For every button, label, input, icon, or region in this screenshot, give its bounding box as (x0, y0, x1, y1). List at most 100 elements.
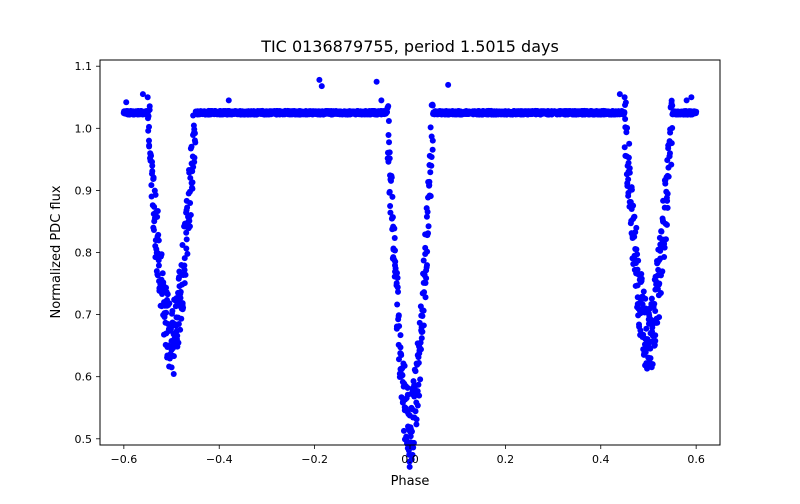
data-point (146, 103, 153, 110)
data-point (622, 116, 629, 122)
data-point (669, 102, 676, 109)
data-point (415, 359, 422, 366)
data-point (412, 408, 419, 415)
data-point (643, 325, 650, 332)
data-point (664, 190, 671, 197)
data-point (658, 268, 665, 275)
data-point (647, 355, 654, 362)
data-point (417, 346, 424, 353)
data-point (424, 248, 431, 255)
data-point-outlier (683, 97, 690, 104)
data-point (186, 223, 193, 230)
data-point (159, 290, 166, 297)
data-point (419, 313, 426, 320)
data-point (621, 109, 628, 116)
data-point (407, 433, 414, 440)
data-point-outlier (688, 94, 695, 101)
data-point (404, 384, 411, 391)
data-point (174, 332, 181, 339)
data-point (154, 272, 161, 279)
data-point (155, 237, 162, 244)
data-point (386, 155, 393, 162)
data-point (422, 280, 429, 287)
data-point (146, 123, 152, 130)
data-point (191, 130, 198, 137)
data-point (623, 125, 630, 131)
data-point (665, 173, 672, 180)
data-point (626, 165, 633, 172)
data-point (649, 361, 656, 368)
data-point (414, 402, 421, 409)
data-point (651, 300, 658, 307)
data-point (662, 236, 669, 243)
data-point (652, 308, 659, 315)
data-point (187, 200, 194, 207)
data-point (668, 140, 675, 147)
data-point (421, 289, 428, 296)
y-axis-label: Normalized PDC flux (49, 185, 64, 318)
data-point-outlier (616, 91, 623, 98)
data-point (190, 164, 197, 171)
data-point (394, 284, 401, 291)
data-point (406, 463, 413, 470)
data-point (188, 143, 195, 150)
x-tick-label: −0.6 (110, 453, 137, 466)
data-point-outlier (316, 76, 323, 83)
data-point (150, 174, 157, 181)
data-point (175, 339, 182, 346)
data-point (191, 154, 198, 161)
x-tick-label: 0.0 (401, 453, 419, 466)
data-point (148, 182, 155, 189)
data-point (164, 291, 171, 298)
data-point (658, 228, 665, 235)
data-point (170, 353, 177, 360)
data-point (184, 204, 191, 211)
data-point (394, 269, 400, 276)
data-point (150, 227, 157, 234)
x-tick-label: −0.2 (301, 453, 328, 466)
data-point-outlier (445, 81, 452, 88)
data-point (386, 139, 393, 146)
data-point (419, 328, 426, 335)
chart-title: TIC 0136879755, period 1.5015 days (260, 37, 559, 56)
data-point (183, 236, 190, 243)
data-point (175, 321, 182, 328)
data-point (423, 262, 430, 269)
data-point (394, 274, 401, 281)
data-point (422, 294, 429, 301)
data-point (428, 153, 435, 160)
data-point (666, 150, 673, 157)
data-point (626, 140, 633, 147)
data-point (429, 102, 436, 109)
data-point (626, 169, 633, 176)
x-tick-label: 0.4 (592, 453, 610, 466)
data-point (637, 327, 644, 334)
data-point (181, 280, 188, 287)
data-point (181, 262, 188, 269)
data-point (386, 188, 393, 195)
data-point (642, 295, 649, 302)
data-point (147, 152, 154, 159)
data-point (405, 447, 412, 454)
data-point (633, 224, 640, 231)
data-point (664, 197, 671, 204)
x-axis-label: Phase (391, 474, 430, 489)
data-point (663, 221, 670, 228)
data-point (415, 381, 422, 388)
data-point (638, 275, 645, 282)
y-tick-label: 0.8 (75, 247, 93, 260)
data-point (145, 137, 152, 144)
data-point (693, 108, 700, 115)
data-point (423, 213, 430, 220)
data-point (413, 416, 420, 423)
data-point (155, 231, 162, 238)
data-point-outlier (225, 97, 232, 104)
y-tick-label: 1.1 (75, 60, 93, 73)
data-point (631, 233, 638, 240)
y-tick-label: 0.5 (75, 433, 93, 446)
data-point (177, 326, 184, 333)
data-point (424, 208, 431, 215)
